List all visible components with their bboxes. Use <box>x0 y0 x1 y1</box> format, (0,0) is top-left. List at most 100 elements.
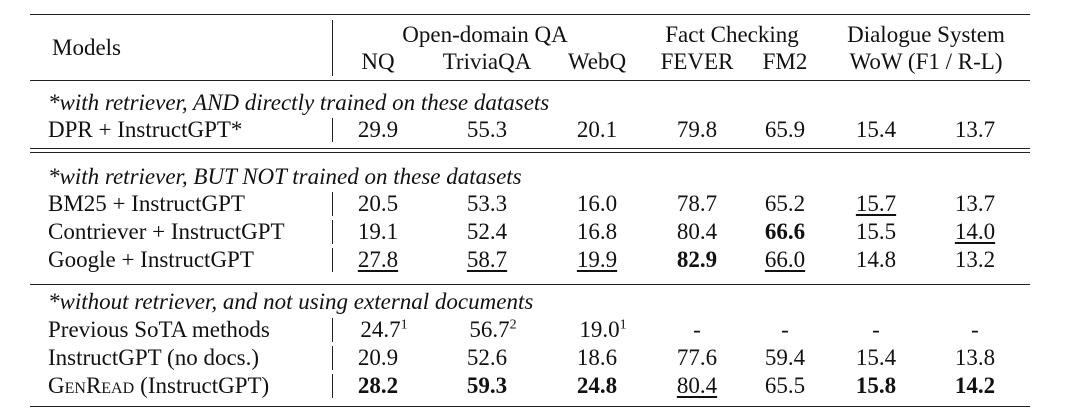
score-cell: 20.5 <box>358 191 398 217</box>
score: 82.9 <box>676 247 718 272</box>
score: 13.7 <box>954 117 996 142</box>
column-header: NQ <box>361 49 395 74</box>
score-cell: 13.8 <box>955 345 995 371</box>
score-cell: 55.3 <box>467 117 507 143</box>
divider <box>332 374 333 398</box>
score-cell: 80.4 <box>677 373 717 399</box>
rule <box>30 406 1030 407</box>
score-cell: 58.7 <box>467 247 507 273</box>
column-header: FM2 <box>762 49 808 74</box>
score-cell: 19.1 <box>358 219 398 245</box>
score-cell: 20.9 <box>358 345 398 371</box>
model-name: Previous SoTA methods <box>48 317 270 343</box>
score: 77.6 <box>676 345 718 370</box>
score-cell: 13.2 <box>955 247 995 273</box>
score: 18.6 <box>576 345 618 370</box>
score: 66.0 <box>764 247 806 272</box>
score-cell: 59.4 <box>765 345 805 371</box>
score-cell: 52.6 <box>467 345 507 371</box>
score-cell: 29.9 <box>358 117 398 143</box>
score: 79.8 <box>676 117 718 142</box>
score: 65.5 <box>764 373 806 398</box>
score-cell: - <box>971 317 979 343</box>
rule <box>30 14 1030 15</box>
rule <box>30 152 1030 153</box>
model-name-part: DPR + InstructGPT* <box>48 117 243 142</box>
score-cell: 24.8 <box>577 373 617 399</box>
score-cell: 66.0 <box>765 247 805 273</box>
column-header: FEVER <box>660 49 734 74</box>
model-name: DPR + InstructGPT* <box>48 117 242 143</box>
score: 13.8 <box>954 345 996 370</box>
score: 15.7 <box>855 191 897 216</box>
score: 14.8 <box>855 247 897 272</box>
section-title: *without retriever, and not using extern… <box>48 289 534 314</box>
score-cell: 14.0 <box>955 219 995 245</box>
model-name-part: Previous SoTA methods <box>48 317 270 342</box>
score: - <box>872 317 880 342</box>
score: 19.9 <box>576 247 618 272</box>
model-name-part: BM25 + InstructGPT <box>48 191 245 216</box>
score: 24.7 <box>360 317 401 342</box>
score: 24.8 <box>576 373 618 398</box>
score-cell: 59.3 <box>467 373 507 399</box>
score: 15.5 <box>855 219 897 244</box>
section-title: *with retriever, AND directly trained on… <box>48 90 550 115</box>
rule <box>30 80 1030 81</box>
score-cell: 18.6 <box>577 345 617 371</box>
score: - <box>781 317 789 342</box>
divider <box>332 192 333 216</box>
score-cell: 14.8 <box>856 247 896 273</box>
group-header: Fact Checking <box>665 22 799 47</box>
score: 13.7 <box>954 191 996 216</box>
score-cell: 66.6 <box>765 219 805 245</box>
model-name-part: Contriever + InstructGPT <box>48 219 285 244</box>
model-name: Google + InstructGPT <box>48 247 254 273</box>
score-cell: 19.01 <box>579 317 626 343</box>
score-cell: 16.0 <box>577 191 617 217</box>
score: - <box>971 317 979 342</box>
score-cell: 15.8 <box>856 373 896 399</box>
score-cell: 28.2 <box>358 373 398 399</box>
score: 58.7 <box>466 247 508 272</box>
score-cell: 24.71 <box>360 317 407 343</box>
score-cell: 65.9 <box>765 117 805 143</box>
score: 15.8 <box>855 373 897 398</box>
score: - <box>693 317 701 342</box>
column-header: WebQ <box>567 49 627 74</box>
rule <box>30 148 1030 149</box>
divider <box>332 220 333 244</box>
score: 52.4 <box>466 219 508 244</box>
model-name: BM25 + InstructGPT <box>48 191 245 217</box>
score-cell: 15.5 <box>856 219 896 245</box>
rule <box>30 284 1030 285</box>
footnote-mark: 1 <box>619 317 627 333</box>
score: 65.9 <box>764 117 806 142</box>
header-cell: Models <box>52 35 121 60</box>
score: 66.6 <box>764 219 806 244</box>
model-name-part: InstructGPT (no docs.) <box>48 345 260 370</box>
footnote-mark: 2 <box>509 317 517 333</box>
score-cell: 82.9 <box>677 247 717 273</box>
group-header: Dialogue System <box>847 22 1005 47</box>
score-cell: 78.7 <box>677 191 717 217</box>
divider <box>332 118 333 142</box>
score-cell: 16.8 <box>577 219 617 245</box>
column-header: WoW (F1 / R-L) <box>849 49 1003 74</box>
score: 14.0 <box>954 219 996 244</box>
model-name-part: (InstructGPT) <box>140 373 270 398</box>
score-cell: 52.4 <box>467 219 507 245</box>
score-cell: 13.7 <box>955 191 995 217</box>
group-header: Open-domain QA <box>402 22 568 47</box>
divider <box>332 318 333 342</box>
score: 27.8 <box>357 247 399 272</box>
score: 20.9 <box>357 345 399 370</box>
model-name: Contriever + InstructGPT <box>48 219 285 245</box>
score: 80.4 <box>676 373 718 398</box>
score-cell: - <box>872 317 880 343</box>
score: 19.1 <box>357 219 399 244</box>
score: 16.0 <box>576 191 618 216</box>
score: 59.4 <box>764 345 806 370</box>
footnote-mark: 1 <box>400 317 408 333</box>
column-header: TriviaQA <box>442 49 532 74</box>
